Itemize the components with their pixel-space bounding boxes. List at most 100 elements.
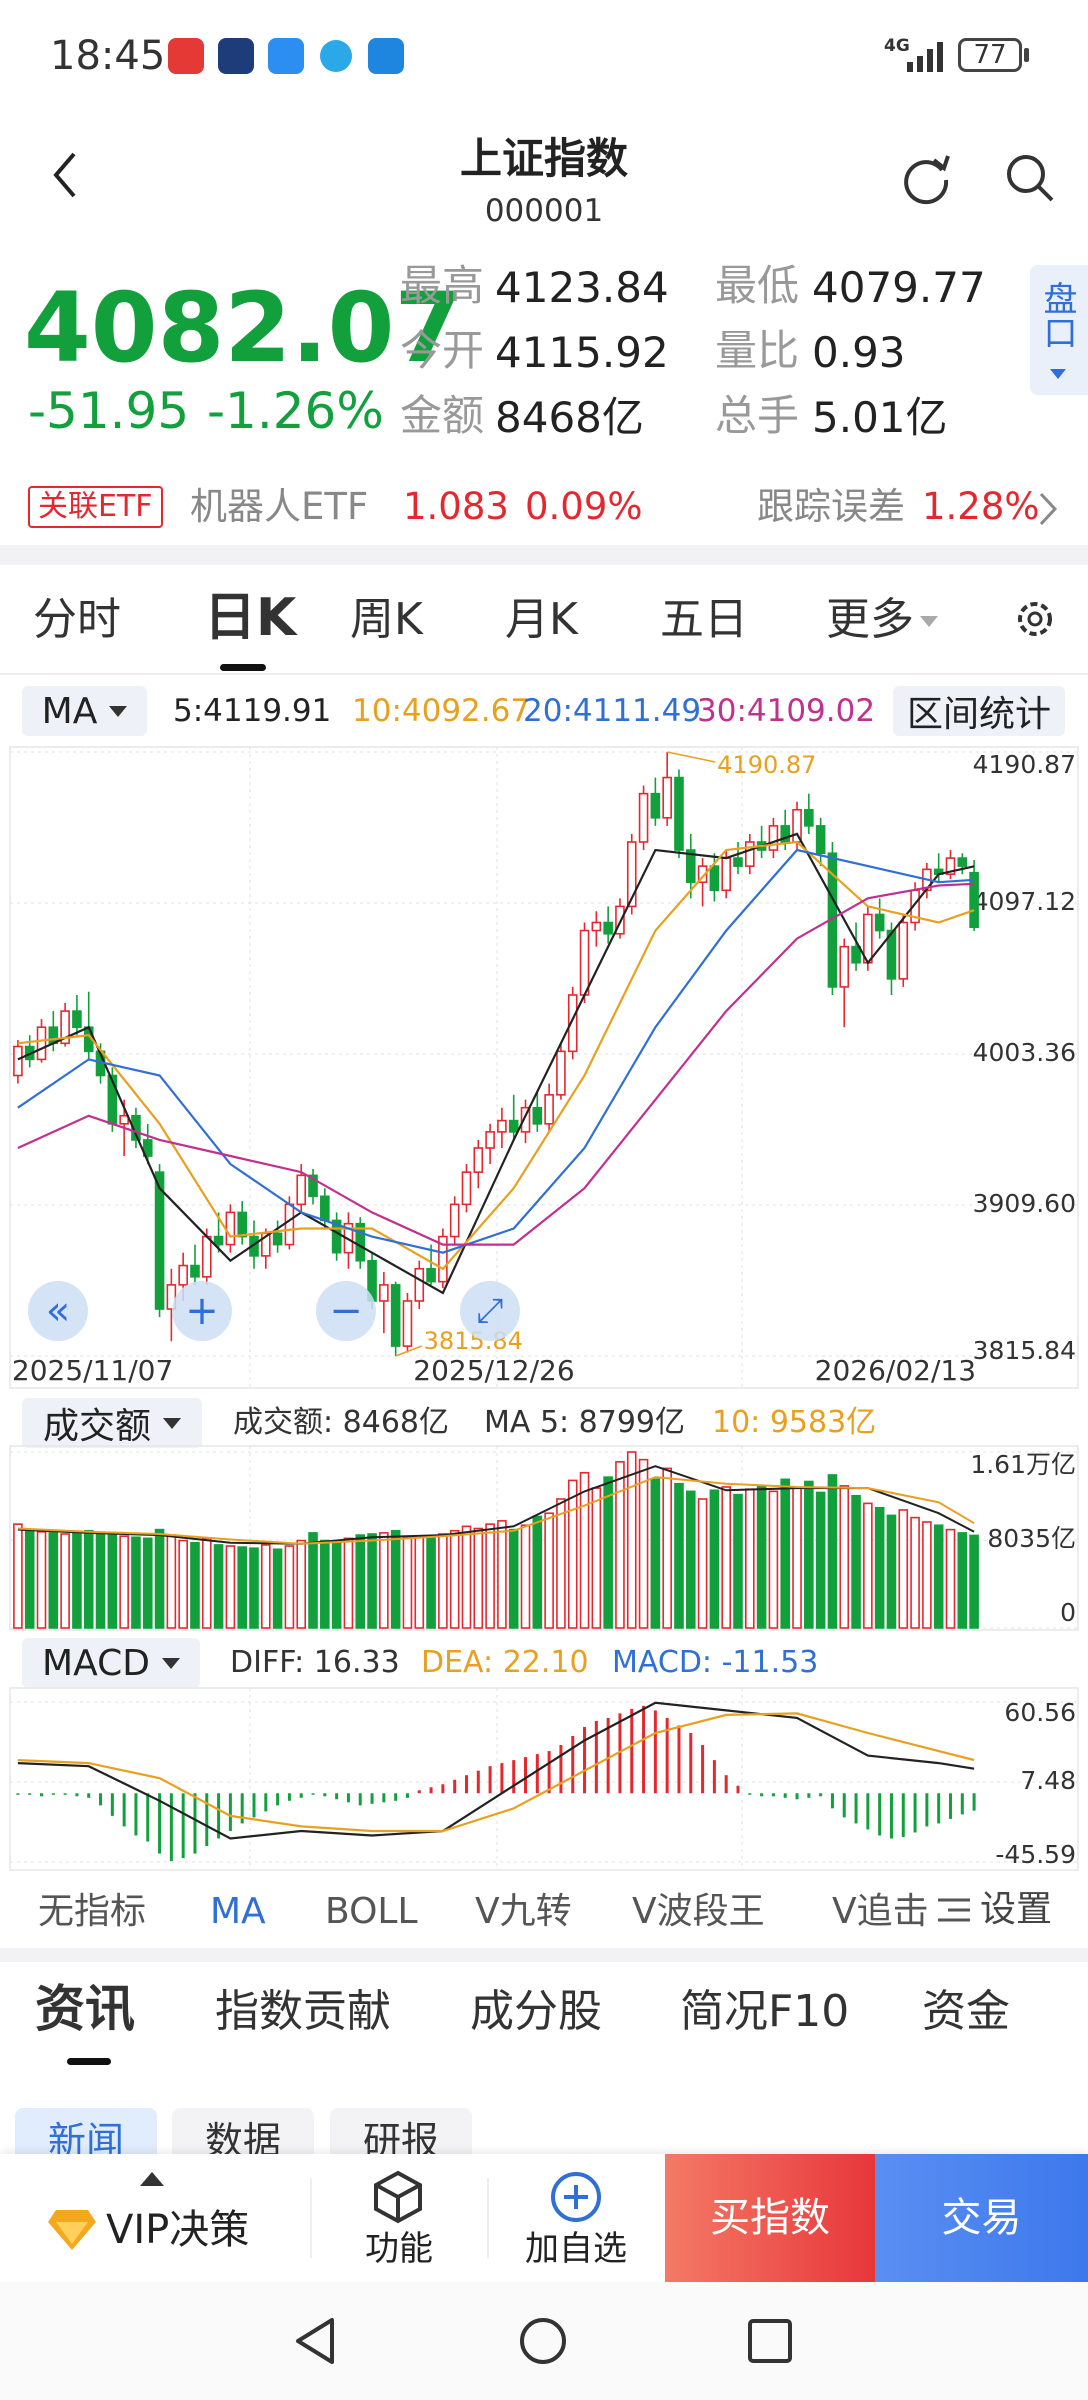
search-button[interactable]: [1002, 150, 1058, 206]
macd-bar: [571, 1736, 575, 1794]
volume-bar: [390, 1529, 401, 1629]
info-tab[interactable]: 资讯: [35, 1980, 135, 2038]
indicator-tab[interactable]: MA: [210, 1891, 266, 1932]
ma-legend-item: 5:4119.91: [173, 693, 332, 729]
macd-bar: [524, 1757, 528, 1794]
volume-bar: [945, 1528, 956, 1629]
function-button[interactable]: 功能: [365, 2229, 433, 2269]
volume-bar: [804, 1480, 814, 1629]
macd-line: [17, 1701, 975, 1840]
period-tab[interactable]: 周K: [350, 594, 423, 645]
volume-bar: [320, 1539, 330, 1629]
macd-legend-item: DIFF: 16.33: [230, 1645, 400, 1680]
macd-bar: [819, 1793, 823, 1797]
macd-bar: [28, 1793, 32, 1795]
candle-body: [213, 1235, 224, 1246]
volume-bar: [261, 1544, 271, 1629]
volume-bar: [721, 1486, 731, 1629]
volume-bar: [36, 1531, 47, 1629]
volume-select[interactable]: 成交额: [22, 1398, 202, 1448]
candle-body: [296, 1174, 307, 1206]
volume-bar: [508, 1528, 519, 1629]
volume-bar: [638, 1458, 649, 1629]
candle-body: [721, 857, 731, 892]
volume-bar: [142, 1537, 153, 1629]
macd-bar: [252, 1793, 256, 1818]
candle-body: [272, 1232, 283, 1246]
buy-index-button[interactable]: 买指数: [665, 2154, 875, 2282]
macd-line: [17, 1712, 975, 1833]
candle-body: [13, 1045, 23, 1077]
side-tab[interactable]: 盘口: [1030, 265, 1088, 395]
macd-bar: [394, 1793, 398, 1801]
macd-bar: [358, 1793, 362, 1806]
candle-body: [685, 849, 696, 884]
info-tab[interactable]: 成分股: [470, 1986, 602, 2037]
volume-bar: [24, 1528, 35, 1629]
add-watch-button[interactable]: 加自选: [525, 2229, 627, 2269]
macd-bar: [889, 1793, 893, 1839]
macd-bar: [583, 1726, 587, 1794]
scroll-left-button[interactable]: «: [28, 1281, 88, 1341]
back-button[interactable]: [50, 150, 80, 200]
indicator-tab[interactable]: 无指标: [38, 1891, 147, 1932]
stat-label: 最高: [400, 261, 485, 310]
nav-recent[interactable]: [745, 2316, 795, 2366]
macd-bar: [110, 1793, 114, 1816]
indicator-select[interactable]: MA: [22, 686, 147, 736]
period-tab[interactable]: 五日: [660, 594, 748, 645]
indicator-tab[interactable]: V追击: [832, 1891, 929, 1932]
stat-label: 量比: [715, 326, 800, 375]
settings-button[interactable]: [1012, 596, 1058, 642]
candle-body: [898, 921, 909, 980]
volume-bar: [910, 1516, 920, 1629]
macd-bar: [783, 1793, 787, 1798]
nav-home[interactable]: [518, 2316, 568, 2366]
indicator-tab[interactable]: BOLL: [325, 1891, 418, 1932]
indicator-tab[interactable]: V九转: [475, 1891, 572, 1932]
macd-select[interactable]: MACD: [22, 1638, 200, 1688]
zoom-out-button[interactable]: −: [316, 1281, 376, 1341]
period-tab[interactable]: 月K: [505, 594, 578, 645]
macd-bar: [370, 1793, 374, 1804]
fullscreen-button[interactable]: ⤢: [460, 1281, 520, 1341]
candle-body: [308, 1174, 318, 1198]
settings-cover[interactable]: 设置: [930, 1880, 1088, 1940]
period-tab[interactable]: 更多: [826, 594, 914, 645]
stat-value: 4123.84: [495, 263, 669, 312]
etf-chevron[interactable]: [1036, 490, 1060, 528]
candle-body: [532, 1106, 543, 1125]
volume-bar: [296, 1539, 307, 1629]
y-tick-label: 0: [1060, 1598, 1076, 1627]
y-tick-label: 4190.87: [973, 750, 1076, 779]
range-stats-button[interactable]: 区间统计: [893, 686, 1065, 736]
macd-bar: [476, 1770, 480, 1794]
macd-bar: [618, 1713, 622, 1794]
info-tab[interactable]: 指数贡献: [215, 1986, 391, 2037]
vip-button[interactable]: VIP决策: [106, 2207, 250, 2253]
indicator-tab[interactable]: V波段王: [632, 1891, 765, 1932]
period-tab[interactable]: 日K: [204, 588, 297, 648]
candle-body: [426, 1267, 436, 1283]
etf-name[interactable]: 机器人ETF: [190, 485, 369, 528]
chevron-line: [1039, 492, 1058, 526]
volume-bar: [520, 1524, 531, 1629]
info-tab[interactable]: 简况F10: [680, 1986, 850, 2037]
candle-body: [733, 857, 743, 867]
refresh-button[interactable]: [898, 150, 954, 206]
volume-bar: [48, 1532, 59, 1629]
zoom-in-button[interactable]: +: [172, 1281, 232, 1341]
macd-bar: [87, 1793, 91, 1798]
info-tab[interactable]: 资金: [922, 1986, 1010, 2037]
candle-body: [874, 913, 885, 932]
divider: [0, 673, 1088, 675]
trade-button[interactable]: 交易: [875, 2154, 1088, 2282]
volume-bar: [284, 1545, 295, 1629]
macd-bar: [205, 1793, 209, 1847]
candle-body: [237, 1211, 247, 1238]
expand-caret[interactable]: [140, 2172, 164, 2186]
period-tab[interactable]: 分时: [33, 594, 121, 645]
nav-back[interactable]: [292, 2316, 342, 2366]
macd-bar: [217, 1793, 221, 1839]
macd-bar: [453, 1779, 457, 1794]
